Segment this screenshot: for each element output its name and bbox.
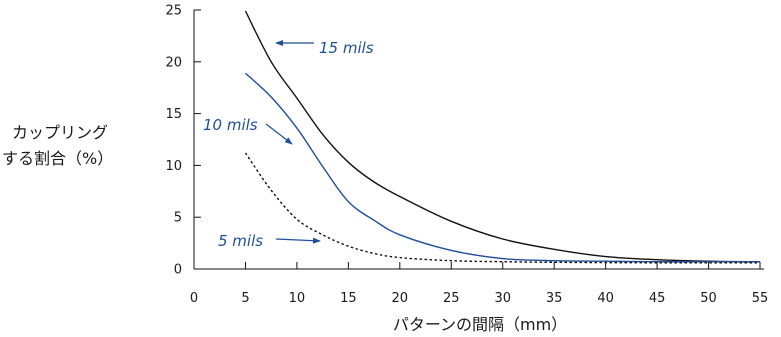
y-tick-label: 25 [165, 4, 182, 19]
annotation-arrow [265, 123, 293, 145]
y-axis-title-line-2: する割合（%） [2, 149, 113, 168]
annotation-label-15-mils: 15 mils [319, 39, 374, 57]
x-tick-label: 5 [241, 291, 249, 306]
x-tick-label: 40 [597, 291, 614, 306]
x-tick-label: 25 [443, 291, 460, 306]
annotation-label-5-mils: 5 mils [218, 232, 263, 250]
y-tick-label: 0 [174, 263, 182, 278]
series-line-5-mils [244, 152, 760, 264]
x-tick-label: 15 [340, 291, 357, 306]
x-tick-label: 35 [546, 291, 563, 306]
x-tick-label: 55 [752, 291, 769, 306]
axes: 0 5 10 15 20 25 0 5 10 15 20 25 30 35 40 45 50 55 [165, 4, 768, 307]
x-tick-label: 50 [700, 291, 717, 306]
annotations-layer: 15 mils 10 mils 5 mils [203, 39, 374, 250]
y-tick-label: 20 [165, 55, 182, 70]
y-tick-label: 10 [165, 159, 182, 174]
series-layer [244, 10, 761, 264]
x-tick-label: 45 [649, 291, 666, 306]
x-axis-title: パターンの間隔（mm） [393, 315, 567, 334]
x-tick-label: 20 [392, 291, 409, 306]
x-tick-label: 10 [289, 291, 306, 306]
series-line-15-mils [244, 10, 761, 263]
x-tick-label: 30 [494, 291, 511, 306]
y-tick-label: 15 [165, 107, 182, 122]
series-line-10-mils [245, 72, 760, 263]
y-tick-label: 5 [174, 211, 182, 226]
annotation-label-10-mils: 10 mils [203, 116, 258, 134]
x-tick-label: 0 [190, 291, 198, 306]
annotation-arrow [275, 237, 321, 244]
y-axis-title-line-1: カップリング [12, 123, 108, 142]
